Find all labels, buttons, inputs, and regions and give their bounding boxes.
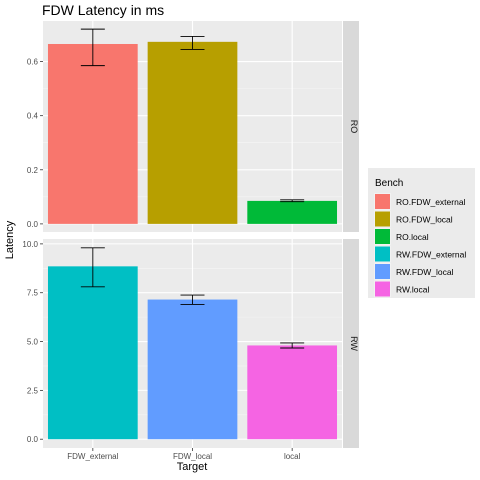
legend-key: [375, 194, 390, 209]
y-tick-label: 0.0: [27, 220, 39, 229]
y-tick-label: 0.0: [27, 435, 39, 444]
facet-panel-RO: 0.0 0.2 0.4 0.6 RO: [27, 21, 359, 232]
facet-panels: 0.0 0.2 0.4 0.6 RO 0.0 2.5 5.0 7.5 10.0 RW: [22, 21, 359, 448]
legend-key: [375, 281, 390, 297]
facet-strip-label: RW: [349, 336, 359, 351]
bar-RO.FDW_local: [147, 41, 238, 224]
x-tick-label: local: [284, 452, 301, 461]
legend-label: RW.local: [396, 285, 429, 295]
facet-strip-label: RO: [349, 120, 359, 134]
y-tick-label: 0.6: [27, 58, 39, 67]
legend-key: [375, 211, 390, 227]
y-tick-label: 10.0: [22, 240, 38, 249]
y-axis-title: Latency: [4, 220, 16, 259]
bar-RW.FDW_local: [147, 299, 238, 440]
bar-RO.local: [247, 200, 338, 224]
chart-title: FDW Latency in ms: [42, 2, 164, 18]
x-axis: FDW_external FDW_local local: [67, 448, 301, 461]
bar-RW.local: [247, 345, 338, 440]
x-tick-label: FDW_local: [173, 452, 212, 461]
legend-label: RO.local: [396, 232, 429, 242]
legend-key: [375, 229, 390, 244]
legend-key: [375, 264, 390, 279]
y-tick-label: 2.5: [27, 386, 39, 395]
legend-label: RO.FDW_external: [396, 197, 466, 207]
bar-RW.FDW_external: [47, 266, 138, 440]
legend: Bench RO.FDW_external RO.FDW_local RO.loca…: [368, 168, 475, 298]
facet-panel-RW: 0.0 2.5 5.0 7.5 10.0 RW: [22, 239, 359, 448]
facet-strip: [343, 239, 359, 448]
legend-label: RW.FDW_external: [396, 250, 466, 260]
legend-key: [375, 246, 390, 262]
bar-RO.FDW_external: [47, 43, 138, 224]
x-axis-title: Target: [177, 461, 208, 473]
legend-title: Bench: [375, 178, 403, 189]
y-tick-label: 0.4: [27, 112, 39, 121]
facet-strip: [343, 21, 359, 232]
y-tick-label: 7.5: [27, 289, 39, 298]
legend-label: RO.FDW_local: [396, 215, 453, 225]
y-tick-label: 5.0: [27, 338, 39, 347]
y-tick-label: 0.2: [27, 166, 39, 175]
legend-label: RW.FDW_local: [396, 267, 454, 277]
x-tick-label: FDW_external: [67, 452, 118, 461]
